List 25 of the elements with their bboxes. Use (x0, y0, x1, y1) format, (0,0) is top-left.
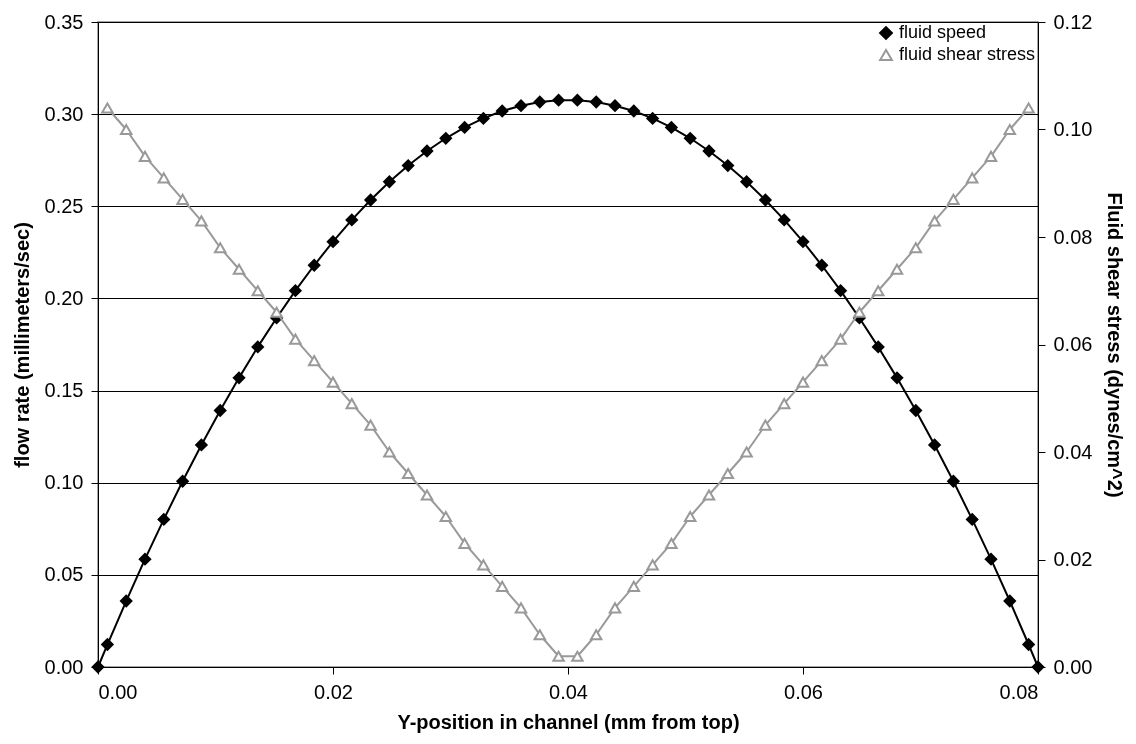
y-tick-label: 0.15 (44, 379, 84, 402)
x-tick-label: 0.04 (549, 680, 588, 703)
y2-tick-label: 0.12 (1053, 10, 1093, 33)
y2-tick-label: 0.06 (1053, 333, 1093, 355)
y-tick-label: 0.20 (44, 286, 84, 309)
y-tick-label: 0.10 (44, 471, 84, 494)
y2-tick-label: 0.00 (1053, 655, 1093, 678)
legend-label: fluid shear stress (899, 44, 1036, 64)
x-tick-label: 0.00 (98, 680, 138, 703)
y2-tick-label: 0.10 (1053, 118, 1093, 140)
y-tick-label: 0.35 (44, 10, 84, 33)
y2-tick-label: 0.02 (1053, 548, 1093, 570)
y2-tick-label: 0.08 (1053, 225, 1093, 248)
y2-axis-title: Fluid shear stress (dynes/cm^2) (1104, 192, 1127, 498)
y-tick-label: 0.25 (44, 194, 84, 217)
y-axis-title: flow rate (millimeters/sec) (10, 222, 33, 468)
y-tick-label: 0.30 (44, 102, 84, 125)
y2-tick-label: 0.04 (1053, 440, 1093, 463)
x-tick-label: 0.02 (314, 680, 353, 703)
x-tick-label: 0.06 (784, 680, 823, 703)
legend-label: fluid speed (899, 22, 987, 42)
x-tick-label: 0.08 (999, 680, 1039, 703)
y-tick-label: 0.00 (44, 655, 84, 678)
x-axis-title: Y-position in channel (mm from top) (397, 710, 740, 733)
y-tick-label: 0.05 (44, 563, 84, 586)
